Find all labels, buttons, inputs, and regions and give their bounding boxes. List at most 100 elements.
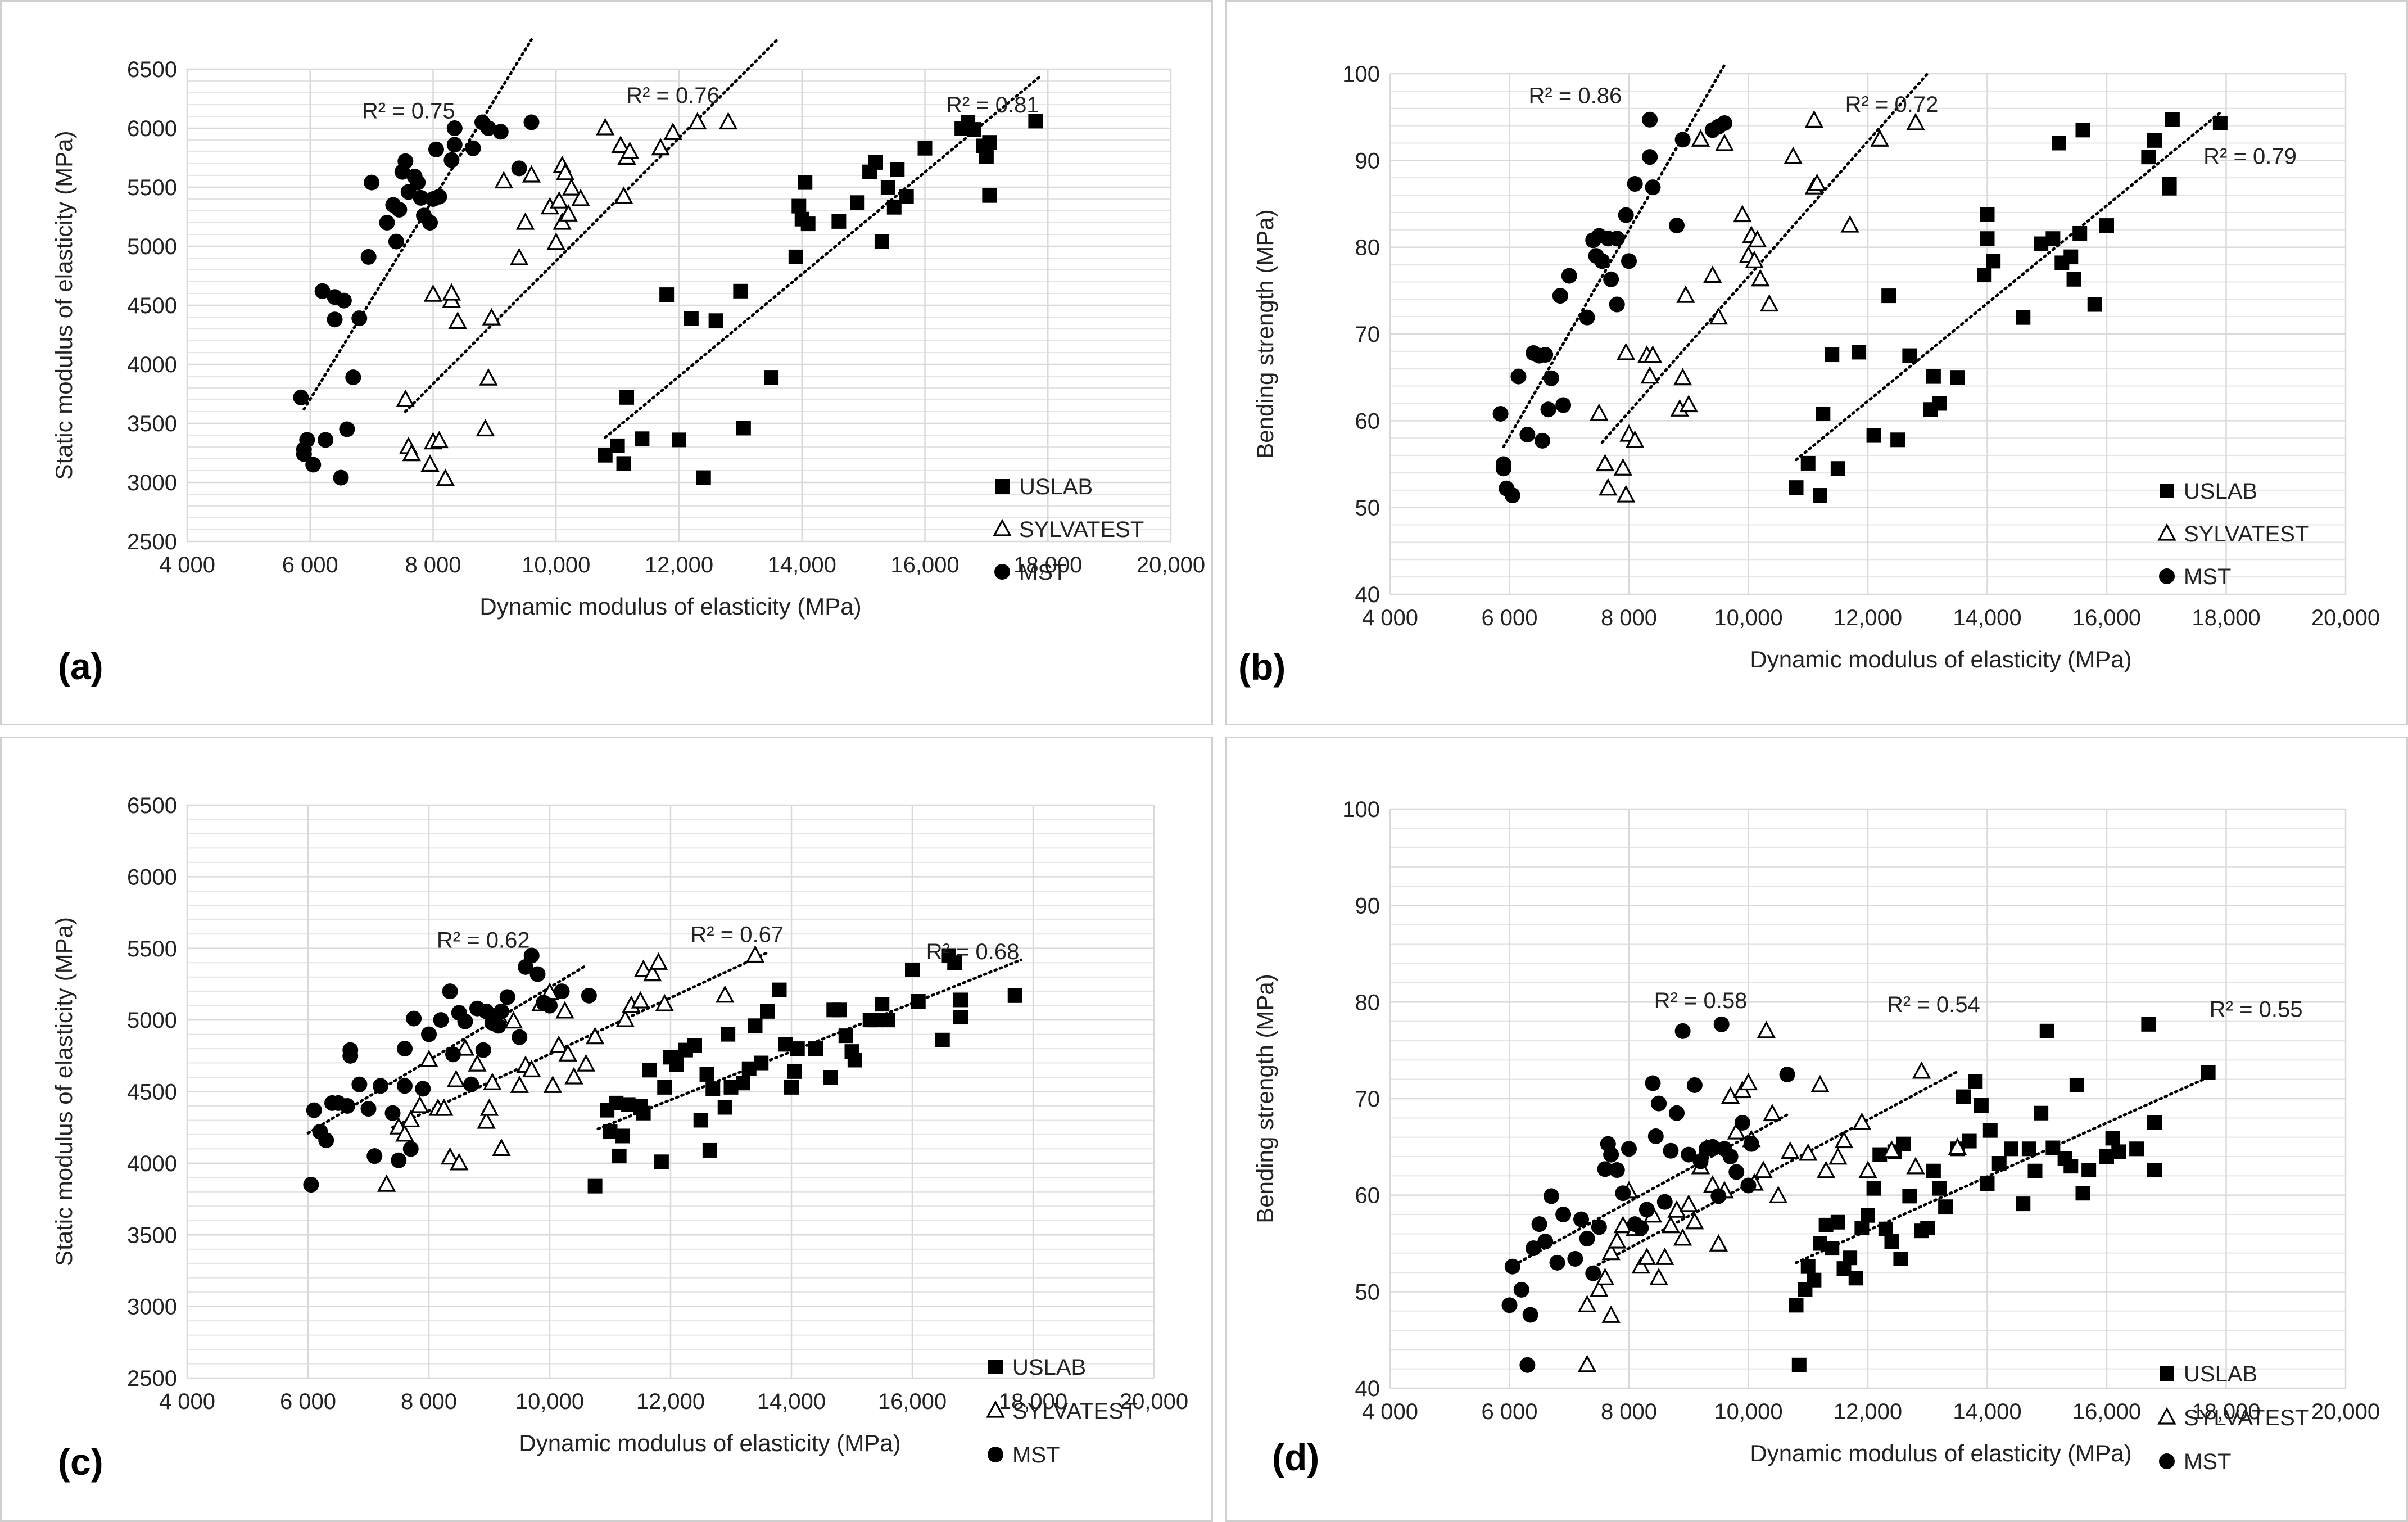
data-point [388, 233, 404, 250]
data-point [546, 232, 565, 250]
data-point [1882, 1140, 1902, 1158]
data-point [1676, 285, 1695, 303]
data-point [1645, 1075, 1661, 1091]
x-tick-label: 8 000 [401, 1389, 457, 1414]
legend-label: SYLVATEST [1012, 1399, 1137, 1424]
chart-panel-b: 40 50 60 70 80 90 100 4 000 6 000 8 000 10,000 12,0… [1225, 0, 2408, 725]
data-point [1669, 1105, 1685, 1121]
y-tick-label: 4500 [127, 293, 177, 318]
x-tick-label: 4 000 [159, 553, 215, 577]
data-point [1492, 405, 1509, 422]
data-point [649, 952, 668, 970]
data-point [886, 200, 902, 215]
data-point [947, 955, 962, 970]
data-point [982, 135, 997, 150]
data-point [1519, 1357, 1536, 1373]
data-point [1840, 215, 1859, 233]
r2-label: R² = 0.72 [1845, 92, 1939, 117]
data-point [423, 284, 443, 302]
y-tick-label: 60 [1355, 409, 1380, 433]
x-tick-label: 4 000 [159, 1389, 215, 1414]
data-point [2081, 1163, 2097, 1178]
data-point [342, 1047, 359, 1064]
data-point [808, 1041, 823, 1056]
data-point [1709, 307, 1728, 325]
data-point [831, 214, 847, 229]
series-mst [293, 114, 540, 486]
data-point [1912, 1061, 1931, 1079]
data-point [2147, 133, 2162, 148]
data-point [1816, 406, 1831, 421]
data-point [1617, 342, 1636, 360]
data-point [1906, 1157, 1925, 1175]
data-point [1642, 149, 1658, 165]
x-tick-label: 14,000 [768, 553, 836, 577]
y-tick-label: 5000 [127, 234, 177, 259]
series-uslab [1789, 112, 2228, 503]
data-point [1816, 1160, 1836, 1178]
data-point [396, 389, 415, 407]
data-point [1601, 1243, 1621, 1261]
data-point [620, 141, 640, 159]
data-point [1656, 1194, 1673, 1210]
data-point [1647, 1128, 1664, 1144]
data-point [2063, 1159, 2079, 1174]
data-point [434, 1098, 454, 1116]
data-point [1948, 1137, 1967, 1155]
trendlines [1502, 64, 2222, 462]
data-point [687, 1038, 702, 1053]
data-point [1609, 1162, 1625, 1178]
data-point [1543, 370, 1559, 386]
legend-label: USLAB [2184, 479, 2257, 504]
data-point [2021, 1141, 2036, 1157]
data-point [585, 1027, 605, 1045]
data-point [1854, 1221, 1870, 1236]
data-point [360, 1101, 377, 1117]
data-point [1685, 1212, 1704, 1230]
data-point [760, 1004, 775, 1019]
data-point [1906, 112, 1925, 130]
tick-labels: 2500 3000 3500 4000 4500 5000 5500 6000 6500 4 00… [127, 57, 1205, 577]
data-point [717, 1100, 732, 1115]
data-point [1573, 1211, 1589, 1227]
data-point [1825, 347, 1840, 363]
series-uslab [598, 114, 1043, 485]
data-point [1679, 1194, 1698, 1212]
data-point [366, 1148, 383, 1164]
data-point [373, 1078, 388, 1094]
data-point [615, 1128, 630, 1144]
x-tick-label: 10,000 [515, 1389, 584, 1414]
data-point [2099, 218, 2114, 233]
data-point [1986, 254, 2001, 269]
data-point [868, 155, 883, 170]
series-mst [303, 947, 597, 1193]
data-point [1748, 229, 1767, 247]
r2-labels: R² = 0.62 R² = 0.67 R² = 0.68 [437, 922, 1019, 964]
data-point [610, 438, 625, 453]
data-point [1591, 1219, 1607, 1235]
data-point [1555, 397, 1572, 413]
x-tick-label: 14,000 [1953, 606, 2021, 630]
data-point [333, 469, 349, 486]
data-point [397, 153, 414, 169]
data-point [733, 283, 748, 299]
data-point [522, 165, 541, 183]
y-tick-label: 3000 [127, 1295, 177, 1320]
r2-label: R² = 0.58 [1654, 988, 1748, 1013]
chart-d: 40 50 60 70 80 90 100 4 000 6 000 8 000 10,000 12,0… [1252, 797, 2380, 1478]
data-point [296, 446, 312, 462]
data-point [479, 368, 498, 386]
data-point [492, 124, 509, 140]
data-point [633, 959, 653, 977]
data-point [509, 247, 529, 265]
x-axis-title: Dynamic modulus of elasticity (MPa) [519, 1430, 900, 1456]
y-tick-label: 5500 [127, 937, 177, 961]
series-sylvatest [396, 112, 738, 486]
data-point [1691, 129, 1710, 147]
data-point [476, 419, 495, 437]
data-point [1784, 146, 1803, 164]
data-point [443, 152, 460, 168]
data-point [428, 141, 444, 157]
x-tick-label: 4 000 [1362, 606, 1418, 630]
data-point [587, 1178, 603, 1194]
